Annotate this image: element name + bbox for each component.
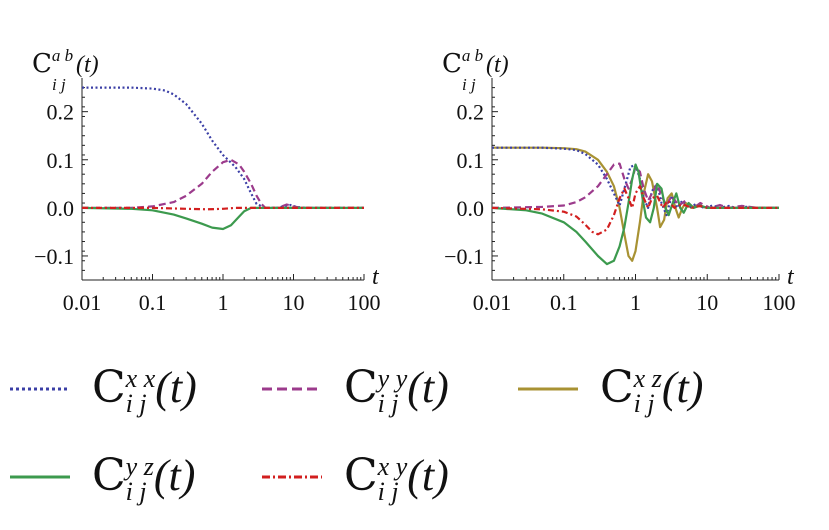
series-line-yy — [82, 158, 364, 209]
x-tick-label: 1 — [630, 290, 641, 315]
series-line-xz — [492, 146, 779, 262]
legend-swatch-yy — [262, 387, 322, 391]
y-tick-label: 0.2 — [457, 100, 485, 125]
y-tick-label: 0.0 — [47, 196, 75, 221]
x-tick-label: 0.1 — [139, 290, 167, 315]
y-tick-label: −0.1 — [444, 244, 484, 269]
y-axis-label-arg: (t) — [76, 52, 99, 78]
y-axis-label-sub: i j — [462, 75, 476, 94]
legend-swatch-xy — [262, 475, 322, 479]
x-tick-label: 10 — [696, 290, 718, 315]
x-axis-label: t — [372, 264, 380, 290]
legend-swatch-yz — [10, 475, 70, 479]
x-axis-label: t — [787, 264, 795, 290]
y-tick-label: 0.2 — [47, 100, 75, 125]
x-tick-label: 100 — [348, 290, 381, 315]
y-tick-label: 0.1 — [47, 148, 75, 173]
x-tick-label: 0.1 — [550, 290, 578, 315]
x-tick-label: 10 — [283, 290, 305, 315]
y-axis-label: Ca b — [32, 46, 73, 79]
x-tick-label: 100 — [763, 290, 796, 315]
x-tick-label: 0.01 — [63, 290, 102, 315]
x-tick-label: 0.01 — [473, 290, 512, 315]
series-line-xx — [492, 146, 779, 217]
series-line-yy — [491, 162, 779, 209]
series-line-yz — [491, 163, 779, 266]
series-line-xx — [82, 86, 364, 209]
y-tick-label: 0.1 — [457, 148, 485, 173]
series-line-xy — [491, 185, 779, 236]
y-tick-label: 0.0 — [457, 196, 485, 221]
y-axis-label-sub: i j — [52, 75, 66, 94]
series-line-yz — [81, 206, 364, 231]
y-axis-label-arg: (t) — [486, 52, 509, 78]
y-tick-label: −0.1 — [34, 244, 74, 269]
chart-panel-2: 0.01 0.1 1 10 100 0.2 0.1 0.0 −0.1 t Ca bi j (t) — [442, 46, 796, 315]
legend-swatch-xx — [10, 387, 70, 391]
chart-panel-1: 0.01 0.1 1 10 100 0.2 0.1 0.0 −0.1 t Ca bi j (t) — [32, 46, 381, 315]
x-tick-label: 1 — [218, 290, 229, 315]
series-line-xy — [82, 206, 364, 211]
y-axis-label: Ca b — [442, 46, 483, 79]
legend-swatch-xz — [518, 387, 578, 391]
